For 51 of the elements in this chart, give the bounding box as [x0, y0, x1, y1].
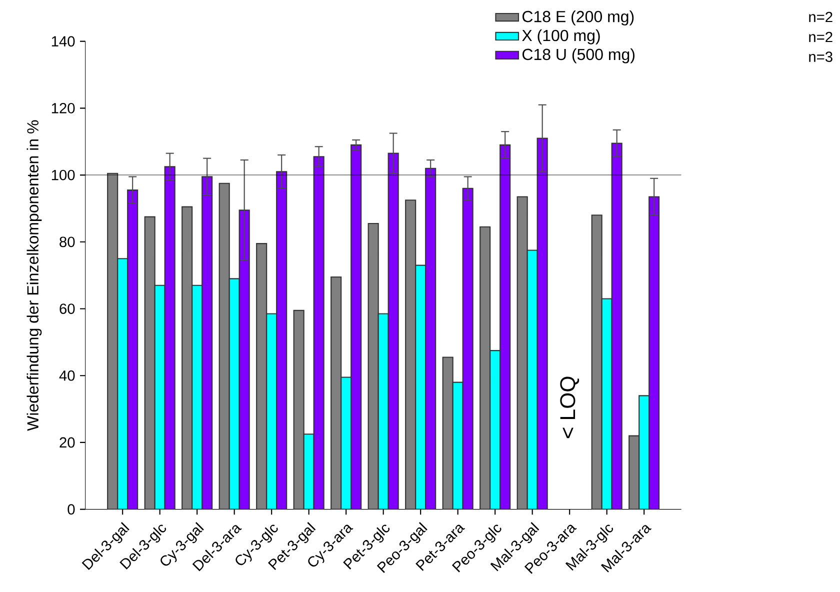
bar — [500, 144, 511, 510]
legend-label: C18 E (200 mg) — [522, 10, 634, 26]
y-tick-label: 60 — [60, 304, 75, 314]
bar — [293, 310, 304, 510]
bar — [313, 156, 324, 510]
bar — [127, 190, 138, 510]
legend-label: X (100 mg) — [522, 29, 600, 44]
y-tick-label: 40 — [59, 370, 75, 381]
bar — [480, 226, 491, 510]
y-tick-label: 140 — [52, 36, 75, 47]
bar — [648, 196, 660, 510]
y-tick-label: 100 — [52, 170, 75, 180]
bar — [405, 200, 416, 510]
bar — [388, 152, 399, 510]
bar — [425, 168, 436, 510]
y-tick-label: 20 — [60, 437, 75, 448]
legend-label: C18 U (500 mg) — [522, 48, 634, 64]
y-axis-title: Wiederfindung der Einzelkomponenten in % — [26, 120, 42, 431]
bar — [368, 222, 379, 510]
bar — [182, 206, 193, 510]
bar — [462, 188, 474, 510]
bar — [330, 276, 342, 510]
bar — [266, 313, 278, 510]
y-tick-label: 80 — [60, 236, 75, 248]
bar — [591, 214, 602, 510]
text: n=2 — [809, 32, 832, 42]
bar — [164, 166, 176, 510]
bar — [415, 264, 426, 510]
bar — [536, 138, 548, 510]
bar — [276, 171, 288, 510]
bar — [117, 258, 128, 510]
y-tick-label: 0 — [68, 504, 75, 515]
bar — [202, 176, 213, 510]
y-tick-label: 120 — [52, 103, 75, 114]
bar — [611, 142, 622, 510]
text: n=2 — [809, 12, 832, 22]
bar — [350, 144, 362, 510]
bar — [218, 182, 230, 510]
bar — [192, 284, 203, 510]
bar — [601, 298, 612, 510]
bar — [154, 284, 166, 510]
bar — [516, 196, 528, 510]
bar — [256, 243, 268, 510]
text: n=3 — [809, 52, 832, 62]
bar — [238, 210, 250, 510]
bar — [144, 216, 156, 510]
bar — [228, 278, 240, 510]
annotation: < LOQ — [560, 376, 580, 438]
bar — [490, 350, 501, 510]
bar — [378, 313, 389, 510]
bar — [526, 250, 538, 510]
